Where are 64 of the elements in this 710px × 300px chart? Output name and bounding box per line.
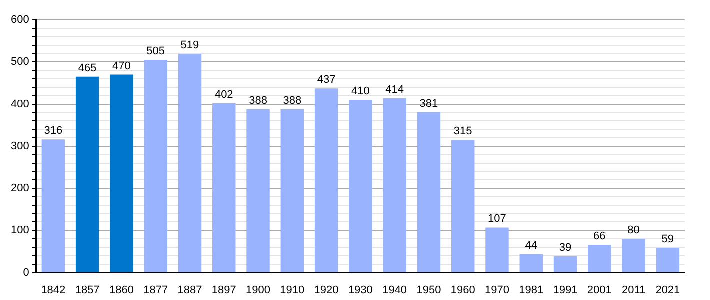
x-tick-label: 2021 <box>656 284 680 296</box>
y-tick-label: 0 <box>23 266 30 279</box>
bar <box>144 60 168 272</box>
data-label: 414 <box>386 84 404 96</box>
bar <box>486 228 509 272</box>
data-label: 519 <box>180 40 200 52</box>
x-tick-label: 1940 <box>382 284 408 296</box>
data-label: 66 <box>594 230 606 243</box>
bar <box>280 109 304 272</box>
data-label: 465 <box>78 62 97 74</box>
x-tick-label: 1981 <box>519 284 544 296</box>
y-tick-label: 300 <box>10 140 30 152</box>
bar <box>314 88 338 272</box>
bar <box>417 112 441 272</box>
data-label: 437 <box>317 74 336 86</box>
bar <box>622 239 646 272</box>
x-tick-label: 1930 <box>348 284 373 296</box>
x-tick-label: 1960 <box>450 284 476 296</box>
x-tick-label: 1920 <box>314 284 339 296</box>
bar <box>110 74 134 272</box>
x-tick-label: 1897 <box>212 284 236 296</box>
data-label: 505 <box>146 46 166 58</box>
bar <box>520 254 543 272</box>
x-tick-label: 2001 <box>587 284 612 296</box>
x-tick-label: 1970 <box>484 284 510 296</box>
y-tick-label: 200 <box>10 182 30 195</box>
bar <box>588 244 612 272</box>
y-tick-label: 500 <box>10 56 30 68</box>
x-tick-label: 1950 <box>416 284 442 296</box>
data-label: 59 <box>662 233 674 246</box>
x-tick-label: 1857 <box>75 284 100 296</box>
bar <box>349 100 372 272</box>
y-tick-label: 600 <box>10 14 30 26</box>
x-tick-label: 1887 <box>178 284 202 296</box>
bar <box>42 140 66 272</box>
x-tick-label: 2011 <box>622 284 646 296</box>
data-label: 402 <box>214 88 234 101</box>
x-tick-label: 1910 <box>280 284 305 296</box>
x-tick-label: 1991 <box>553 284 578 296</box>
data-label: 80 <box>628 224 640 237</box>
bar <box>383 98 406 272</box>
data-label: 388 <box>249 94 268 107</box>
data-label: 388 <box>283 94 302 107</box>
data-label: 410 <box>351 86 370 98</box>
bar <box>76 76 100 272</box>
bar <box>212 103 236 272</box>
bar <box>656 248 680 272</box>
data-label: 316 <box>44 125 63 138</box>
data-label: 315 <box>454 126 472 138</box>
bar <box>246 109 270 272</box>
data-label: 381 <box>420 98 438 110</box>
data-label: 44 <box>525 240 538 252</box>
y-tick-label: 100 <box>10 224 30 237</box>
bar <box>554 256 578 272</box>
y-tick-label: 400 <box>10 98 30 110</box>
bar <box>451 140 475 272</box>
bar <box>178 54 202 272</box>
data-label: 39 <box>559 242 572 254</box>
x-tick-label: 1842 <box>41 284 66 296</box>
x-tick-label: 1877 <box>144 284 168 296</box>
x-tick-label: 1860 <box>109 284 134 296</box>
data-label: 470 <box>112 60 131 72</box>
data-label: 107 <box>488 213 506 226</box>
x-tick-label: 1900 <box>246 284 270 296</box>
